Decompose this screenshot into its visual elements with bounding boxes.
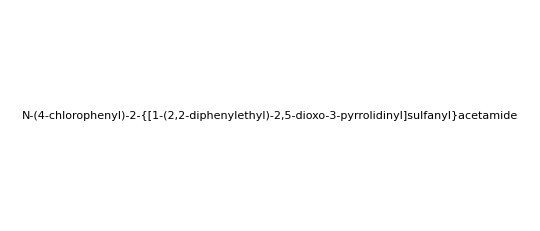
Text: N-(4-chlorophenyl)-2-{[1-(2,2-diphenylethyl)-2,5-dioxo-3-pyrrolidinyl]sulfanyl}a: N-(4-chlorophenyl)-2-{[1-(2,2-diphenylet…	[22, 111, 518, 121]
